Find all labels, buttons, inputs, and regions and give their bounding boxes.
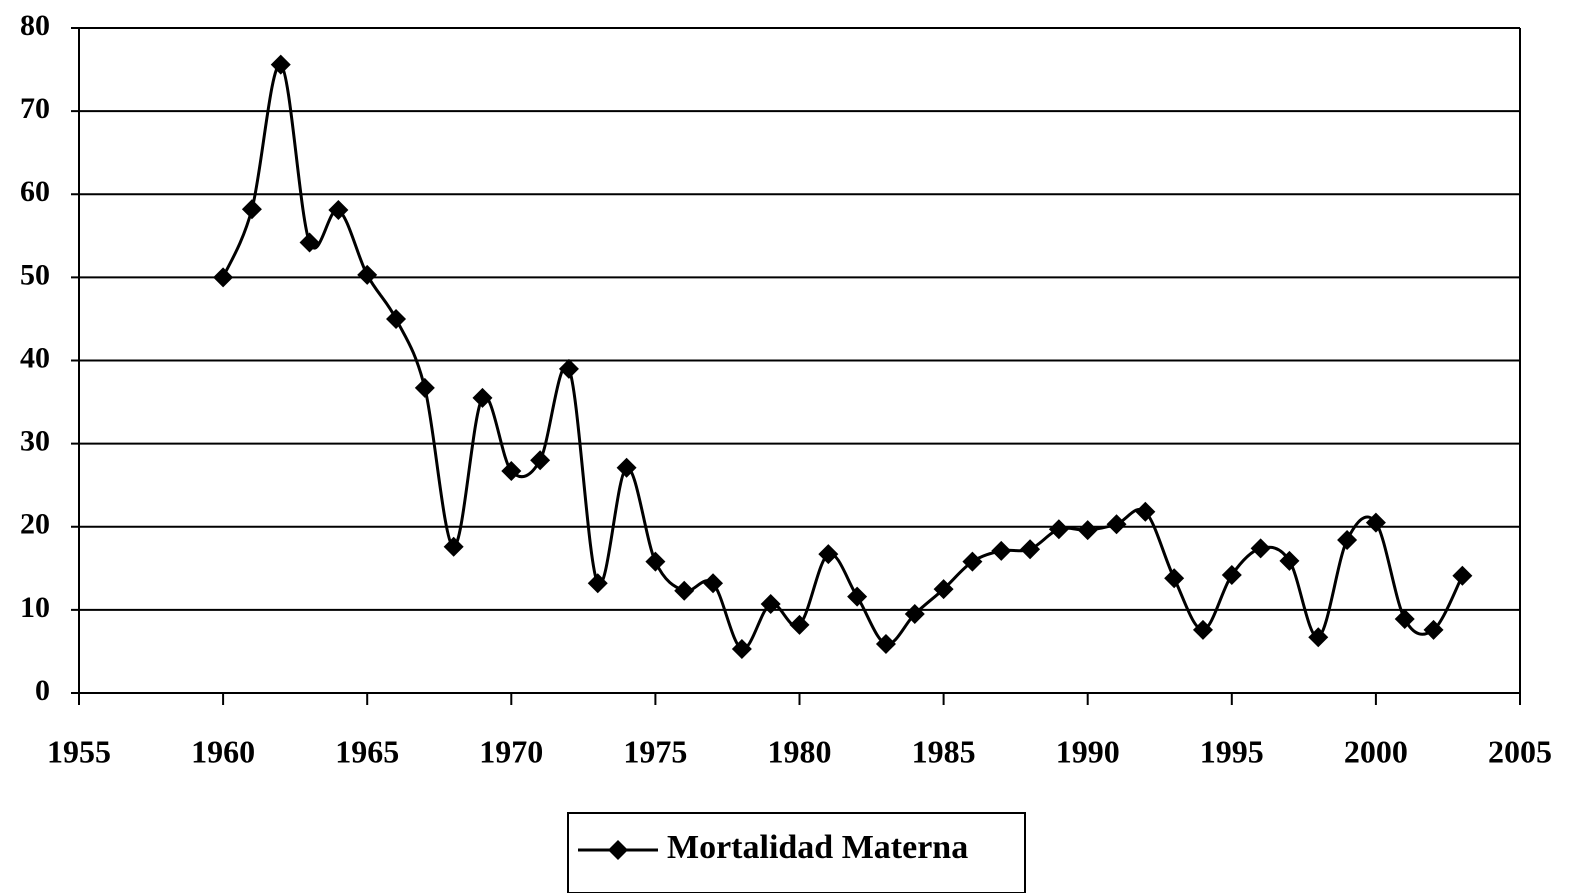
line (221, 63, 1464, 651)
marker (962, 551, 983, 572)
marker (645, 551, 666, 572)
marker (1394, 609, 1415, 630)
marker (414, 377, 435, 398)
x-tick-label: 1980 (768, 733, 832, 769)
marker (472, 387, 493, 408)
marker (587, 573, 608, 594)
x-tick-label: 1985 (912, 733, 976, 769)
marker (1164, 568, 1185, 589)
x-tick-label: 1965 (335, 733, 399, 769)
x-tick-label: 1995 (1200, 733, 1264, 769)
y-tick-label: 20 (20, 508, 50, 541)
marker (1020, 539, 1041, 560)
legend-box (567, 812, 1026, 893)
marker (270, 54, 291, 75)
marker (818, 544, 839, 565)
marker (616, 457, 637, 478)
y-tick-label: 40 (20, 341, 50, 374)
marker (501, 461, 522, 482)
marker (386, 308, 407, 329)
marker (213, 267, 234, 288)
x-tick-label: 1975 (623, 733, 687, 769)
marker (1192, 619, 1213, 640)
marker (1308, 627, 1329, 648)
marker (847, 586, 868, 607)
x-tick-label: 1990 (1056, 733, 1120, 769)
x-tick-label: 1960 (191, 733, 255, 769)
marker (760, 594, 781, 615)
marker (1250, 538, 1271, 559)
marker (1221, 564, 1242, 585)
legend-marker (608, 840, 628, 860)
marker (875, 633, 896, 654)
marker (703, 573, 724, 594)
marker (1048, 519, 1069, 540)
marker (558, 358, 579, 379)
marker (530, 450, 551, 471)
x-tick-label: 1955 (47, 733, 111, 769)
y-tick-label: 0 (35, 674, 50, 707)
marker (357, 264, 378, 285)
marker (1365, 512, 1386, 533)
marker (674, 580, 695, 601)
marker (1077, 520, 1098, 541)
marker (991, 540, 1012, 561)
y-tick-label: 30 (20, 425, 50, 458)
marker (731, 638, 752, 659)
x-tick-label: 1970 (479, 733, 543, 769)
x-tick-label: 2005 (1488, 733, 1552, 769)
marker (789, 614, 810, 635)
legend-label: Mortalidad Materna (667, 829, 968, 866)
marker (443, 536, 464, 557)
marker (904, 604, 925, 625)
y-tick-label: 60 (20, 175, 50, 208)
marker (1423, 619, 1444, 640)
marker (1337, 530, 1358, 551)
y-tick-label: 10 (20, 591, 50, 624)
y-tick-label: 50 (20, 258, 50, 291)
marker (299, 232, 320, 253)
marker (328, 200, 349, 221)
marker (1279, 550, 1300, 571)
marker (1106, 514, 1127, 535)
marker (933, 579, 954, 600)
marker (241, 199, 262, 220)
y-tick-label: 70 (20, 92, 50, 125)
marker (1135, 501, 1156, 522)
x-tick-label: 2000 (1344, 733, 1408, 769)
marker (1452, 565, 1473, 586)
y-tick-label: 80 (20, 9, 50, 42)
